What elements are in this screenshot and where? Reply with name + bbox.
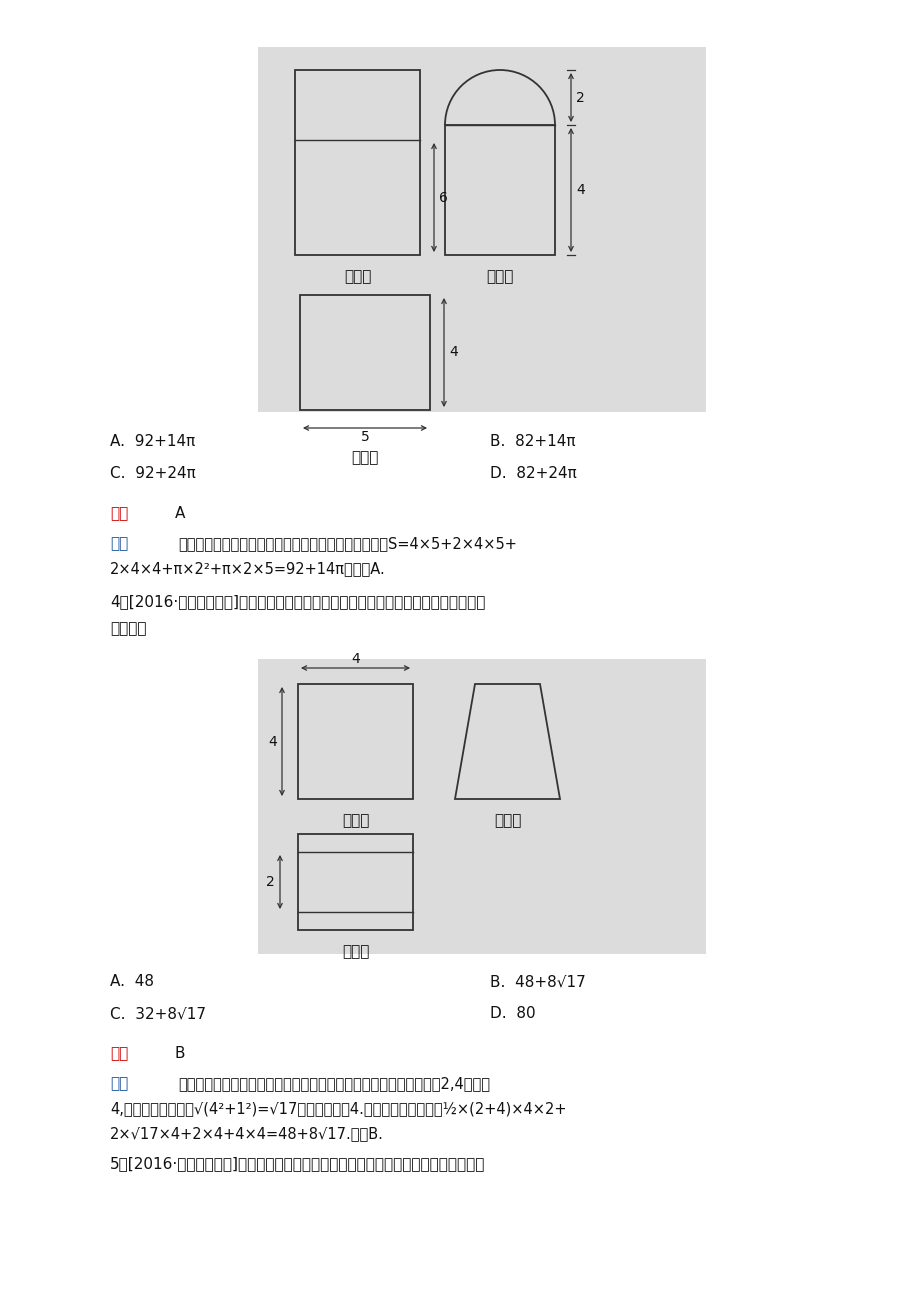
Text: 2×4×4+π×2²+π×2×5=92+14π，故选A.: 2×4×4+π×2²+π×2×5=92+14π，故选A. (110, 561, 385, 575)
Text: 2: 2 (266, 875, 275, 889)
Text: C.  92+24π: C. 92+24π (110, 466, 196, 480)
Bar (445, 125, 554, 255)
Text: 4: 4 (575, 184, 584, 197)
Text: A.  48: A. 48 (110, 974, 153, 990)
Bar (298, 835, 413, 930)
Text: B.  82+14π: B. 82+14π (490, 434, 575, 449)
Text: A: A (175, 506, 185, 521)
Bar (298, 684, 413, 799)
Text: 侧视图: 侧视图 (494, 812, 521, 828)
Text: 4: 4 (268, 734, 277, 749)
Text: 解析: 解析 (110, 1075, 128, 1091)
Text: 2: 2 (575, 91, 584, 104)
Text: C.  32+8√17: C. 32+8√17 (110, 1006, 206, 1021)
Text: 5: 5 (360, 430, 369, 444)
Text: B: B (175, 1046, 186, 1061)
Text: 4: 4 (351, 652, 359, 667)
Text: 易知该几何体是长方体与半个圆柱的组合体．其表面积S=4×5+2×4×5+: 易知该几何体是长方体与半个圆柱的组合体．其表面积S=4×5+2×4×5+ (177, 536, 516, 551)
Text: 5．[2016·枣强中学仿真]若某几何体的三视图如图所示，则这个几何体的直观图可以是: 5．[2016·枣强中学仿真]若某几何体的三视图如图所示，则这个几何体的直观图可… (110, 1156, 485, 1170)
Text: D.  82+24π: D. 82+24π (490, 466, 576, 480)
Bar (300, 296, 429, 410)
Text: 4,底面梯形的腰长为√(4²+1²)=√17，棱柱的高为4.该几何体的表面积为½×(2+4)×4×2+: 4,底面梯形的腰长为√(4²+1²)=√17，棱柱的高为4.该几何体的表面积为½… (110, 1101, 566, 1116)
Text: 正视图: 正视图 (344, 270, 370, 284)
Text: 4．[2016·衡水二中周测]一个空间几何体的三视图如下图所示，则该几何体的表面积为: 4．[2016·衡水二中周测]一个空间几何体的三视图如下图所示，则该几何体的表面… (110, 594, 485, 609)
Text: 俯视图: 俯视图 (342, 944, 369, 960)
Polygon shape (455, 684, 560, 799)
Text: 解析: 解析 (110, 536, 128, 551)
Text: B.  48+8√17: B. 48+8√17 (490, 974, 585, 990)
Text: 4: 4 (448, 345, 458, 359)
Bar (295, 70, 420, 255)
Text: 观察三视图可知，该几何体为四棱柱，底面为梯形，两底边长分别为2,4，高为: 观察三视图可知，该几何体为四棱柱，底面为梯形，两底边长分别为2,4，高为 (177, 1075, 490, 1091)
Text: 2×√17×4+2×4+4×4=48+8√17.故选B.: 2×√17×4+2×4+4×4=48+8√17.故选B. (110, 1126, 383, 1141)
Text: A.  92+14π: A. 92+14π (110, 434, 195, 449)
Text: 6: 6 (438, 190, 448, 204)
Text: D.  80: D. 80 (490, 1006, 535, 1021)
Text: 答案: 答案 (110, 506, 128, 521)
Text: 侧视图: 侧视图 (486, 270, 513, 284)
Text: 正视图: 正视图 (342, 812, 369, 828)
Bar (257, 47, 705, 411)
Text: 俯视图: 俯视图 (351, 450, 379, 465)
Text: （　　）: （ ） (110, 621, 146, 635)
Bar (257, 659, 705, 954)
Text: 答案: 答案 (110, 1046, 128, 1061)
